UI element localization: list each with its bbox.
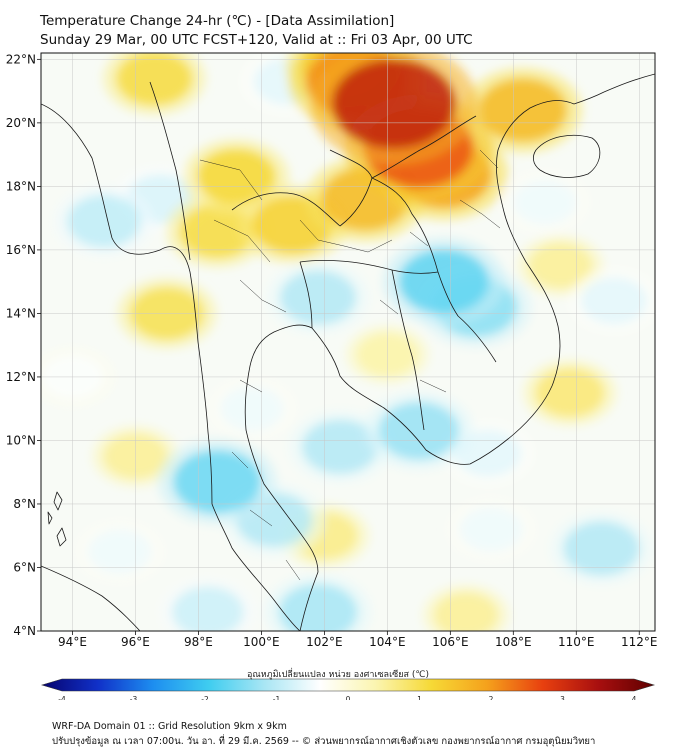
anomaly-core (535, 368, 605, 418)
anomaly-blobs (41, 53, 655, 631)
gulf-east-coastline (311, 100, 575, 465)
coastlines-and-borders (41, 73, 655, 631)
anomaly-core (378, 402, 460, 460)
longitude-label: 98°E (184, 635, 213, 649)
colorbar-tick-label: 3 (560, 695, 565, 700)
hainan-island (532, 134, 601, 178)
map-figure: 22°N 20°N 18°N 16°N 14°N 12°N 10°N 8°N 6°N 4°N 94… (6, 52, 658, 700)
anomaly-core (219, 386, 284, 432)
longitude-label: 112°E (621, 635, 658, 649)
longitude-label: 96°E (121, 635, 150, 649)
anomaly-core (280, 270, 357, 325)
latitude-labels: 22°N 20°N 18°N 16°N 14°N 12°N 10°N 8°N 6°N 4°N (6, 52, 41, 638)
country-borders (149, 81, 497, 431)
anomaly-core (67, 195, 141, 248)
colorbar-tick-label: -3 (130, 695, 138, 700)
anomaly-core (87, 529, 152, 575)
latitude-label: 20°N (6, 116, 36, 130)
longitude-labels: 94°E 96°E 98°E 100°E 102°E 104°E 106°E 108°E 110… (58, 631, 658, 649)
anomaly-core (398, 249, 490, 315)
province-borders (199, 149, 501, 581)
longitude-label: 106°E (432, 635, 469, 649)
latitude-label: 18°N (6, 179, 36, 193)
colorbar-tick-label: 2 (489, 695, 494, 700)
footer: WRF-DA Domain 01 :: Grid Resolution 9km … (52, 719, 595, 749)
colorbar: -4 -3 -2 -1 0 1 2 3 4 (40, 678, 656, 700)
footer-line-1: WRF-DA Domain 01 :: Grid Resolution 9km … (52, 721, 287, 732)
gulf-west-coastline (244, 324, 319, 631)
colorbar-tick-label: 0 (346, 695, 351, 700)
latitude-label: 12°N (6, 370, 36, 384)
longitude-label: 104°E (369, 635, 406, 649)
map-title: Temperature Change 24-hr (℃) - [Data Ass… (40, 12, 473, 50)
latitude-label: 14°N (6, 306, 36, 320)
west-coastline (41, 103, 301, 631)
anomaly-core (197, 148, 276, 205)
china-coastline (573, 73, 655, 105)
map-frame (40, 52, 656, 632)
colorbar-bar (40, 678, 656, 692)
andaman-islands (47, 491, 67, 547)
anomaly-core (512, 179, 577, 225)
latitude-label: 8°N (13, 497, 36, 511)
longitude-label: 100°E (243, 635, 280, 649)
anomaly-core (580, 277, 648, 325)
anomaly-core (563, 521, 640, 576)
anomaly-core (331, 58, 456, 149)
anomaly-core (528, 243, 593, 289)
anomaly-core (459, 506, 524, 552)
anomaly-field (41, 53, 655, 631)
longitude-label: 102°E (306, 635, 343, 649)
title-line-2: Sunday 29 Mar, 00 UTC FCST+120, Valid at… (40, 32, 473, 48)
latitude-label: 22°N (6, 52, 36, 66)
latitude-label: 4°N (13, 624, 36, 638)
anomaly-core (173, 450, 262, 514)
anomaly-core (172, 586, 244, 631)
colorbar-tick-label: -2 (201, 695, 209, 700)
colorbar-tick-label: 4 (632, 695, 637, 700)
colorbar-title: อุณหภูมิเปลี่ยนแปลง หน่วย องศาเซลเซียส (… (246, 670, 430, 680)
latitude-label: 6°N (13, 560, 36, 574)
graticule (41, 53, 655, 631)
colorbar-tick-label: -1 (273, 695, 281, 700)
footer-line-2: ปรับปรุงข้อมูล ณ เวลา 07:00น. วัน อา. ที… (52, 736, 596, 747)
anomaly-core (302, 419, 379, 474)
anomaly-core (434, 592, 499, 631)
sumatra-coastline (41, 565, 141, 631)
colorbar-tick-label: -4 (58, 695, 66, 700)
latitude-label: 16°N (6, 243, 36, 257)
colorbar-tick-label: 1 (417, 695, 422, 700)
longitude-label: 94°E (58, 635, 87, 649)
title-line-1: Temperature Change 24-hr (℃) - [Data Ass… (40, 13, 395, 29)
latitude-label: 10°N (6, 433, 36, 447)
colorbar-ticks: -4 -3 -2 -1 0 1 2 3 4 (58, 695, 636, 700)
longitude-label: 108°E (495, 635, 532, 649)
anomaly-core (278, 584, 358, 631)
longitude-label: 110°E (558, 635, 595, 649)
anomaly-core (478, 78, 567, 142)
